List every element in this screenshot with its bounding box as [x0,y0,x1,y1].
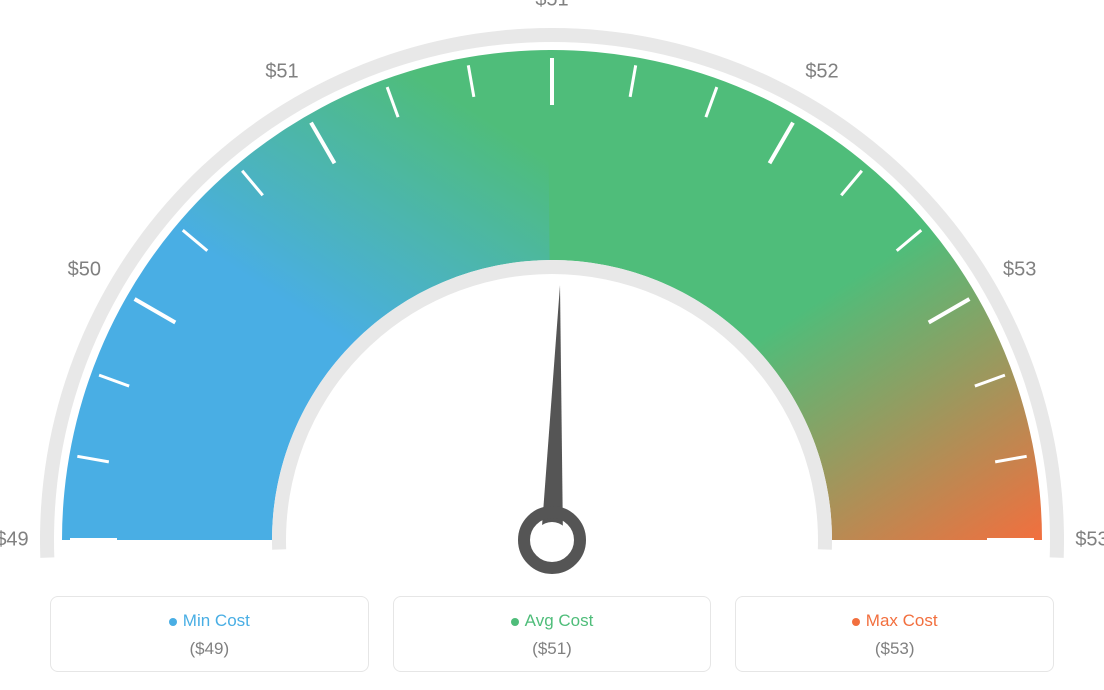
legend-value: ($49) [61,639,358,659]
gauge-needle [541,285,563,540]
legend-label: Max Cost [866,611,938,630]
gauge-tick-label: $49 [0,529,29,552]
legend-card: Max Cost ($53) [735,596,1054,672]
gauge-svg [0,0,1104,580]
legend-card: Min Cost ($49) [50,596,369,672]
legend-label: Avg Cost [525,611,594,630]
gauge-tick-label: $50 [68,259,101,282]
gauge-tick-label: $53 [1003,259,1036,282]
legend-dot-icon [169,618,177,626]
legend-title: Min Cost [61,611,358,631]
legend-label: Min Cost [183,611,250,630]
legend-title: Max Cost [746,611,1043,631]
legend-dot-icon [511,618,519,626]
gauge-fill-right [548,50,1042,540]
legend-row: Min Cost ($49) Avg Cost ($51) Max Cost ($53) [50,596,1054,672]
gauge-tick-label: $52 [805,61,838,84]
legend-value: ($53) [746,639,1043,659]
gauge-tick-label: $51 [535,0,568,12]
gauge-fill-left [62,50,552,540]
legend-value: ($51) [404,639,701,659]
gauge-tick-label: $51 [265,61,298,84]
gauge-hub-inner [534,522,570,558]
legend-dot-icon [852,618,860,626]
cost-gauge: $49 $50 $51 $51 $52 $53 $53 [0,0,1104,580]
gauge-tick-label: $53 [1075,529,1104,552]
legend-title: Avg Cost [404,611,701,631]
legend-card: Avg Cost ($51) [393,596,712,672]
